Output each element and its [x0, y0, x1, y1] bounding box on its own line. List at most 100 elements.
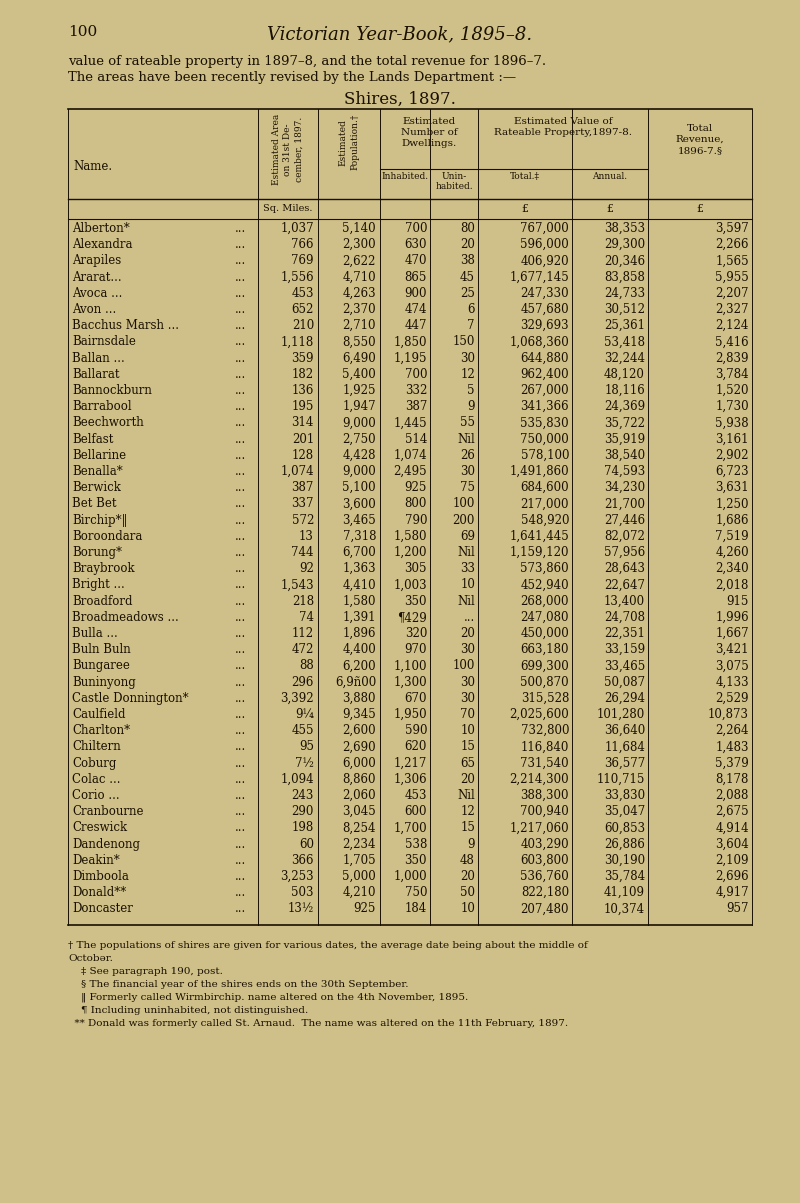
Text: 750,000: 750,000 — [520, 433, 569, 445]
Text: ...: ... — [234, 466, 246, 478]
Text: ...: ... — [234, 854, 246, 867]
Text: 6,723: 6,723 — [715, 466, 749, 478]
Text: ...: ... — [234, 514, 246, 527]
Text: Castle Donnington*: Castle Donnington* — [72, 692, 189, 705]
Text: 684,600: 684,600 — [520, 481, 569, 494]
Text: 1,306: 1,306 — [394, 772, 427, 786]
Text: 1,100: 1,100 — [394, 659, 427, 672]
Text: 1,068,360: 1,068,360 — [510, 336, 569, 349]
Text: 470: 470 — [405, 254, 427, 267]
Text: 472: 472 — [292, 644, 314, 656]
Text: Ballarat: Ballarat — [72, 368, 119, 381]
Text: 503: 503 — [291, 887, 314, 899]
Text: 69: 69 — [460, 529, 475, 543]
Text: ...: ... — [234, 611, 246, 624]
Text: 3,392: 3,392 — [280, 692, 314, 705]
Text: 9: 9 — [467, 401, 475, 413]
Text: 57,956: 57,956 — [604, 546, 645, 559]
Text: 28,643: 28,643 — [604, 562, 645, 575]
Text: 3,253: 3,253 — [280, 870, 314, 883]
Text: ‖ Formerly called Wirmbirchip. name altered on the 4th November, 1895.: ‖ Formerly called Wirmbirchip. name alte… — [68, 992, 468, 1002]
Text: 644,880: 644,880 — [521, 351, 569, 365]
Text: 296: 296 — [292, 676, 314, 688]
Text: Estimated Value of
Rateable Property,1897-8.: Estimated Value of Rateable Property,189… — [494, 117, 632, 137]
Text: 3,045: 3,045 — [342, 805, 376, 818]
Text: 447: 447 — [405, 319, 427, 332]
Text: 535,830: 535,830 — [520, 416, 569, 429]
Text: 2,266: 2,266 — [715, 238, 749, 251]
Text: 9: 9 — [467, 837, 475, 851]
Text: 2,340: 2,340 — [715, 562, 749, 575]
Text: 1,483: 1,483 — [715, 740, 749, 753]
Text: Belfast: Belfast — [72, 433, 114, 445]
Text: 925: 925 — [354, 902, 376, 915]
Text: 4,400: 4,400 — [342, 644, 376, 656]
Text: 403,290: 403,290 — [520, 837, 569, 851]
Text: Corio ...: Corio ... — [72, 789, 120, 802]
Text: 2,902: 2,902 — [715, 449, 749, 462]
Text: 30: 30 — [460, 644, 475, 656]
Text: 48,120: 48,120 — [604, 368, 645, 381]
Text: 578,100: 578,100 — [521, 449, 569, 462]
Text: Nil: Nil — [458, 789, 475, 802]
Text: ...: ... — [234, 709, 246, 721]
Text: 1,580: 1,580 — [342, 594, 376, 608]
Text: 2,060: 2,060 — [342, 789, 376, 802]
Text: 700: 700 — [405, 368, 427, 381]
Text: 36,640: 36,640 — [604, 724, 645, 737]
Text: Bellarine: Bellarine — [72, 449, 126, 462]
Text: ...: ... — [234, 481, 246, 494]
Text: 38,353: 38,353 — [604, 223, 645, 235]
Text: 10: 10 — [460, 724, 475, 737]
Text: 112: 112 — [292, 627, 314, 640]
Text: Estimated Area
on 31st De-
cember, 1897.: Estimated Area on 31st De- cember, 1897. — [272, 114, 304, 185]
Text: Broadford: Broadford — [72, 594, 133, 608]
Text: 92: 92 — [299, 562, 314, 575]
Text: ...: ... — [234, 740, 246, 753]
Text: 2,025,600: 2,025,600 — [510, 709, 569, 721]
Text: 925: 925 — [405, 481, 427, 494]
Text: Coburg: Coburg — [72, 757, 116, 770]
Text: 600: 600 — [405, 805, 427, 818]
Text: ¶429: ¶429 — [398, 611, 427, 624]
Text: 548,920: 548,920 — [521, 514, 569, 527]
Text: 2,696: 2,696 — [715, 870, 749, 883]
Text: ...: ... — [234, 562, 246, 575]
Text: 2,124: 2,124 — [716, 319, 749, 332]
Text: 5,938: 5,938 — [715, 416, 749, 429]
Text: 500,870: 500,870 — [520, 676, 569, 688]
Text: 1,686: 1,686 — [715, 514, 749, 527]
Text: 4,263: 4,263 — [342, 286, 376, 300]
Text: 1,363: 1,363 — [342, 562, 376, 575]
Text: 8,178: 8,178 — [716, 772, 749, 786]
Text: 5,416: 5,416 — [715, 336, 749, 349]
Text: 350: 350 — [405, 854, 427, 867]
Text: ...: ... — [234, 772, 246, 786]
Text: 136: 136 — [292, 384, 314, 397]
Text: 3,161: 3,161 — [715, 433, 749, 445]
Text: 20: 20 — [460, 772, 475, 786]
Text: 10,873: 10,873 — [708, 709, 749, 721]
Text: 6,490: 6,490 — [342, 351, 376, 365]
Text: Inhabited.: Inhabited. — [382, 172, 429, 180]
Text: Buln Buln: Buln Buln — [72, 644, 130, 656]
Text: £: £ — [522, 205, 529, 214]
Text: 1,094: 1,094 — [280, 772, 314, 786]
Text: ...: ... — [234, 271, 246, 284]
Text: 474: 474 — [405, 303, 427, 316]
Text: Nil: Nil — [458, 594, 475, 608]
Text: ...: ... — [234, 579, 246, 592]
Text: Bulla ...: Bulla ... — [72, 627, 118, 640]
Text: 13,400: 13,400 — [604, 594, 645, 608]
Text: 1,850: 1,850 — [394, 336, 427, 349]
Text: 6,200: 6,200 — [342, 659, 376, 672]
Text: Borung*: Borung* — [72, 546, 122, 559]
Text: 5,379: 5,379 — [715, 757, 749, 770]
Text: Shires, 1897.: Shires, 1897. — [344, 91, 456, 108]
Text: 48: 48 — [460, 854, 475, 867]
Text: ...: ... — [234, 659, 246, 672]
Text: 60: 60 — [299, 837, 314, 851]
Text: 33,159: 33,159 — [604, 644, 645, 656]
Text: 18,116: 18,116 — [604, 384, 645, 397]
Text: 5: 5 — [467, 384, 475, 397]
